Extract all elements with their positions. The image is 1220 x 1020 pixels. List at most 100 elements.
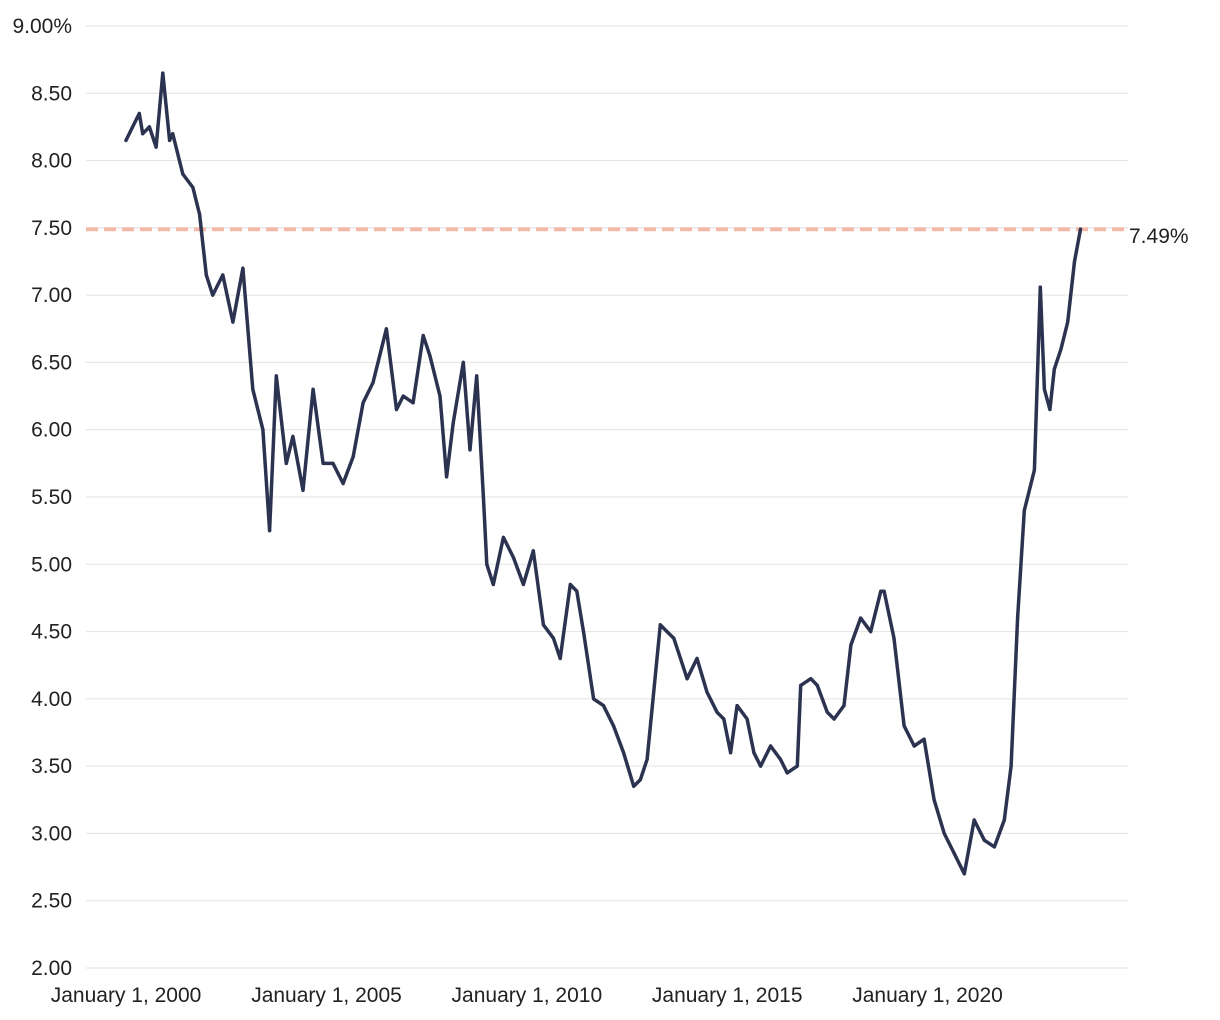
data-point xyxy=(311,387,315,391)
x-tick-label: January 1, 2000 xyxy=(51,984,202,1007)
data-point xyxy=(511,556,516,560)
data-point xyxy=(1052,367,1056,371)
data-point xyxy=(815,683,819,688)
data-point xyxy=(809,677,813,681)
data-point xyxy=(665,630,669,634)
data-point xyxy=(1009,764,1013,768)
y-tick-label: 9.00% xyxy=(12,15,72,38)
data-point xyxy=(361,401,365,405)
data-point xyxy=(558,656,562,661)
data-point xyxy=(531,549,535,553)
x-axis-ticks: January 1, 2000 January 1, 2005 January 1,… xyxy=(51,984,1003,1007)
data-point xyxy=(982,838,986,842)
data-point xyxy=(601,704,606,708)
data-point xyxy=(428,354,432,358)
data-point xyxy=(795,764,799,768)
data-point xyxy=(638,778,643,782)
y-tick-label: 2.00 xyxy=(31,957,72,980)
data-point xyxy=(251,387,255,391)
data-point xyxy=(124,138,128,142)
data-point xyxy=(1078,227,1083,231)
data-point xyxy=(198,212,202,216)
data-point xyxy=(485,562,489,566)
data-point xyxy=(1032,468,1036,472)
data-point xyxy=(879,589,883,593)
data-point xyxy=(191,185,195,190)
data-point xyxy=(481,495,485,499)
data-point xyxy=(351,455,355,459)
y-tick-label: 5.50 xyxy=(31,486,72,509)
data-point xyxy=(331,461,335,465)
data-point xyxy=(451,421,455,425)
x-tick-label: January 1, 2010 xyxy=(452,984,603,1007)
data-point xyxy=(284,461,288,465)
data-point xyxy=(181,172,185,176)
data-point xyxy=(154,145,158,149)
data-point xyxy=(722,717,726,721)
y-tick-label: 4.50 xyxy=(31,621,72,644)
data-point xyxy=(705,690,709,694)
y-tick-label: 8.50 xyxy=(31,82,72,105)
data-point xyxy=(521,582,526,587)
data-point xyxy=(321,461,325,465)
series-group xyxy=(124,71,1083,876)
data-point xyxy=(825,710,829,714)
data-point xyxy=(735,704,739,708)
series-line xyxy=(124,71,1083,876)
data-point xyxy=(384,327,388,331)
data-point xyxy=(729,751,733,755)
data-point xyxy=(1042,387,1046,391)
data-point xyxy=(131,125,135,129)
data-point xyxy=(1038,285,1042,289)
data-point xyxy=(992,845,997,849)
data-point xyxy=(645,757,649,762)
data-point xyxy=(799,683,803,688)
y-tick-label: 5.00 xyxy=(31,553,72,576)
data-point xyxy=(445,475,449,479)
data-point xyxy=(902,724,906,728)
data-point xyxy=(221,273,225,277)
data-point xyxy=(401,394,405,398)
data-point xyxy=(551,636,556,640)
data-point xyxy=(869,630,873,634)
data-point xyxy=(1022,508,1026,513)
data-point xyxy=(168,138,172,142)
data-point xyxy=(942,831,946,836)
data-point xyxy=(581,630,586,634)
data-point xyxy=(301,488,305,492)
data-point xyxy=(491,582,495,587)
data-point xyxy=(952,852,956,856)
data-point xyxy=(1048,407,1052,412)
data-point xyxy=(962,872,966,876)
data-point xyxy=(778,757,783,762)
y-tick-label: 3.00 xyxy=(31,822,72,845)
data-point xyxy=(745,717,749,721)
data-point xyxy=(1066,320,1070,324)
data-point xyxy=(785,771,789,775)
data-point xyxy=(394,407,399,412)
data-point xyxy=(161,71,165,75)
data-point xyxy=(622,751,626,755)
y-tick-label: 2.50 xyxy=(31,890,72,913)
data-point xyxy=(685,677,689,681)
gridlines xyxy=(86,25,1128,969)
data-point xyxy=(575,589,579,593)
data-point xyxy=(211,293,215,297)
data-point xyxy=(752,751,756,755)
data-point xyxy=(922,737,926,741)
data-point xyxy=(421,333,425,338)
y-tick-label: 7.00 xyxy=(31,284,72,307)
data-point xyxy=(972,818,976,822)
data-point xyxy=(715,710,719,714)
data-point xyxy=(204,273,208,277)
y-tick-label: 3.50 xyxy=(31,755,72,778)
reference-line-label: 7.49% xyxy=(1129,225,1189,248)
y-tick-label: 8.00 xyxy=(31,150,72,173)
y-tick-label: 6.00 xyxy=(31,419,72,442)
data-point xyxy=(842,704,846,708)
data-point xyxy=(461,360,465,364)
data-point xyxy=(882,589,886,593)
data-point xyxy=(859,616,863,620)
data-point xyxy=(341,481,345,486)
